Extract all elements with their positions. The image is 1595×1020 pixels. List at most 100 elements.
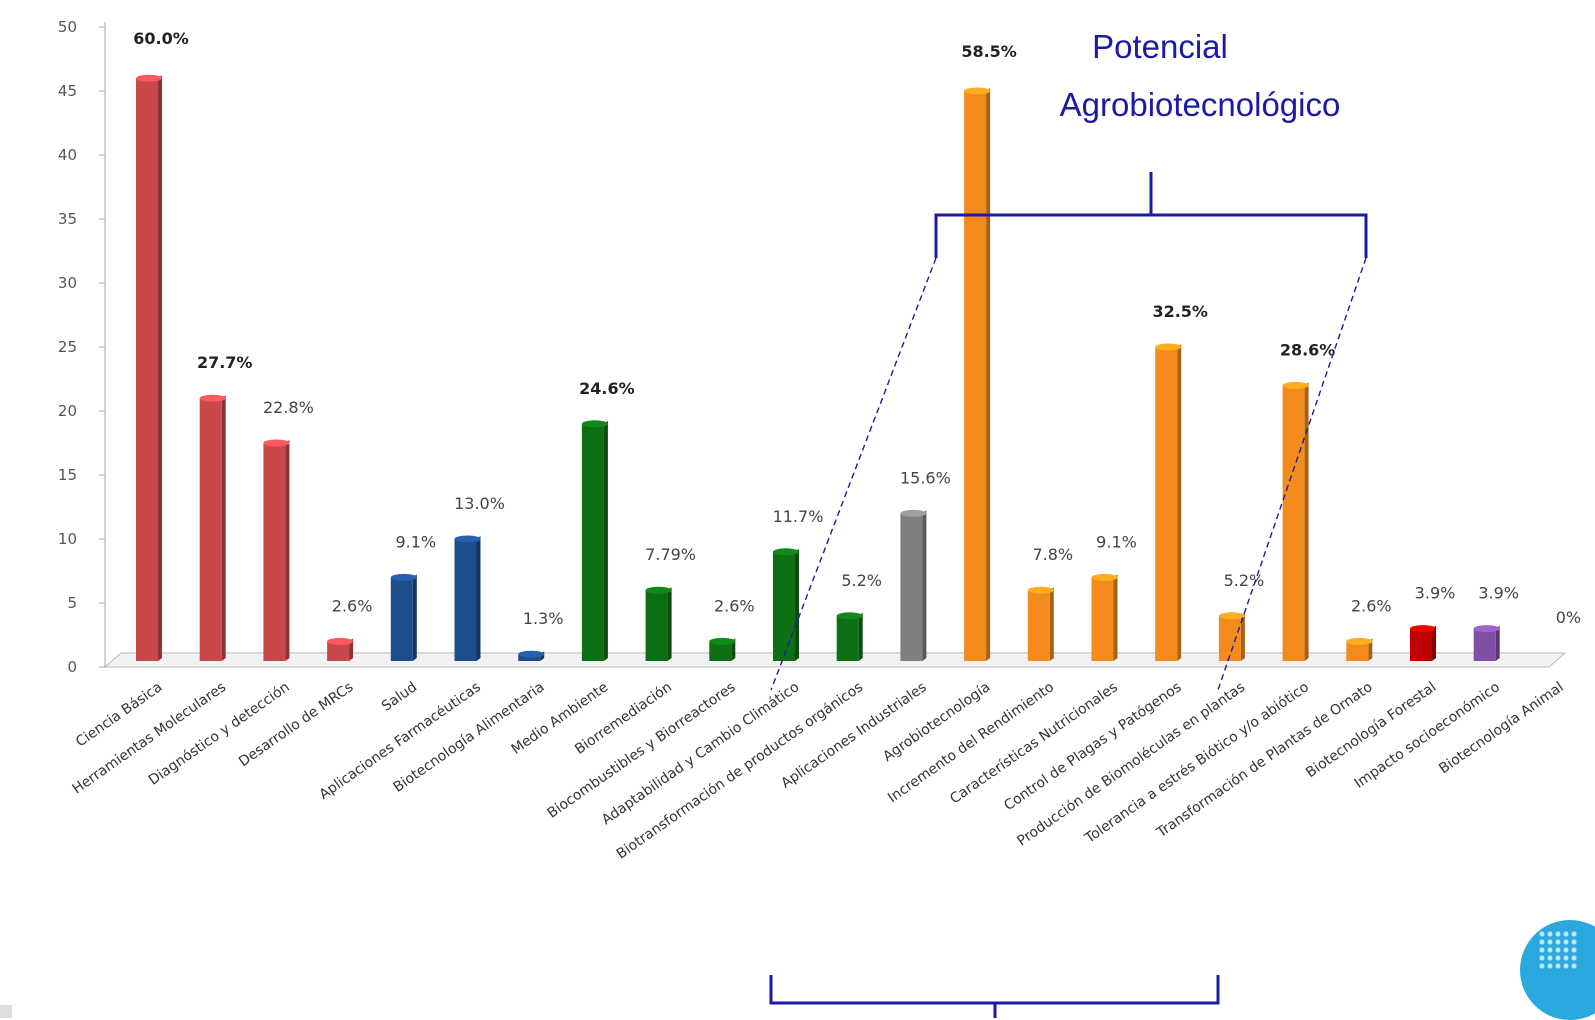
bar <box>900 509 927 661</box>
bar <box>199 394 226 661</box>
bar-side <box>1113 574 1118 661</box>
data-label: 3.9% <box>1415 584 1456 603</box>
bar-side <box>858 612 863 661</box>
data-label: 27.7% <box>197 353 253 372</box>
data-label: 2.6% <box>332 596 373 615</box>
bar-top <box>709 637 736 645</box>
bar-top <box>1091 573 1118 581</box>
bar <box>1027 586 1054 661</box>
bar <box>964 87 991 661</box>
bar <box>645 586 672 661</box>
bar-top <box>964 87 991 95</box>
logo <box>1520 920 1595 1020</box>
bar-top <box>1282 381 1309 389</box>
bar-top <box>518 650 545 658</box>
data-label: 15.6% <box>900 468 951 487</box>
bar-front <box>390 577 413 661</box>
bar-side <box>667 587 672 661</box>
data-label: 32.5% <box>1152 302 1208 321</box>
bar-side <box>922 510 927 661</box>
data-label: 0% <box>1556 608 1581 627</box>
bar-side <box>1432 625 1436 661</box>
bar <box>1155 343 1182 661</box>
data-label: 60.0% <box>133 29 189 48</box>
y-tick-label: 35 <box>58 210 77 228</box>
y-tick-label: 20 <box>58 402 77 420</box>
bar-side <box>476 536 481 661</box>
bar-front <box>900 513 923 661</box>
bar-top <box>454 535 481 543</box>
data-label: 2.6% <box>1351 596 1392 615</box>
bar-side <box>285 440 290 661</box>
bar-top <box>1410 625 1436 633</box>
top-bracket <box>934 213 1368 258</box>
category-label: Tolerancia a estrés Biótico y/o abiótico <box>1082 679 1312 847</box>
bar-front <box>1346 641 1369 661</box>
bar <box>1091 573 1118 661</box>
bar-top <box>327 637 354 645</box>
y-tick-label: 30 <box>58 274 77 292</box>
y-tick-label: 25 <box>58 338 77 356</box>
bar-front <box>1027 590 1050 661</box>
bar <box>836 612 863 661</box>
bar <box>709 637 736 661</box>
bar-top <box>1027 586 1054 594</box>
bar <box>518 650 545 661</box>
bar-front <box>1473 628 1496 661</box>
bar-top <box>390 573 417 581</box>
annotation-line-2: Agrobiotecnológico <box>1060 86 1341 123</box>
bar-front <box>836 615 859 661</box>
bar <box>327 637 354 661</box>
chart-floor <box>103 652 1567 668</box>
bar-front <box>199 398 222 661</box>
bar-side <box>1177 344 1182 661</box>
bar-side <box>412 574 417 661</box>
bar-front <box>1091 577 1114 661</box>
decorative-block <box>0 1005 12 1018</box>
bar-side <box>731 638 736 661</box>
dashed-connector-right <box>1217 257 1367 691</box>
y-tick-label: 5 <box>67 594 77 612</box>
y-tick-label: 15 <box>58 466 77 484</box>
category-label: Desarrollo de MRCs <box>236 679 356 770</box>
annotation-line-1: Potencial <box>1092 28 1228 65</box>
bottom-bracket <box>769 975 1220 1005</box>
y-tick-label: 40 <box>58 146 77 164</box>
bar-front <box>709 641 732 661</box>
bar-side <box>795 548 799 661</box>
bar-front <box>773 551 795 661</box>
bar-front <box>964 91 987 661</box>
bar-top <box>1473 625 1500 633</box>
bar <box>1282 381 1309 661</box>
bar-front <box>327 641 350 661</box>
bar-front <box>1410 628 1432 661</box>
y-tick-label: 50 <box>58 18 77 36</box>
category-label: Producción de Biomoléculas en plantas <box>1014 679 1248 849</box>
data-label: 58.5% <box>961 42 1017 61</box>
bar <box>263 439 290 661</box>
bar <box>1410 625 1436 661</box>
bar-front <box>581 423 604 661</box>
data-label: 7.8% <box>1032 545 1073 564</box>
annotation-bracket: Potencial Agrobiotecnológico <box>769 28 1368 1018</box>
data-label: 24.6% <box>579 379 635 398</box>
bar-front <box>1282 385 1305 661</box>
bar-top <box>1346 637 1373 645</box>
bar-side <box>603 420 608 661</box>
bar-top <box>136 74 162 82</box>
bar-front <box>1218 615 1241 661</box>
bar <box>1218 612 1245 661</box>
bar <box>136 74 162 661</box>
bar-top <box>645 586 672 594</box>
category-label: Biotecnología Animal <box>1436 679 1566 777</box>
bar <box>1346 637 1373 661</box>
bar-top <box>1218 612 1245 620</box>
data-label: 22.8% <box>263 398 314 417</box>
category-label: Salud <box>379 679 420 715</box>
data-label: 1.3% <box>523 609 564 628</box>
bar-side <box>158 75 162 661</box>
bar <box>581 420 608 661</box>
bar-side <box>1495 625 1500 661</box>
